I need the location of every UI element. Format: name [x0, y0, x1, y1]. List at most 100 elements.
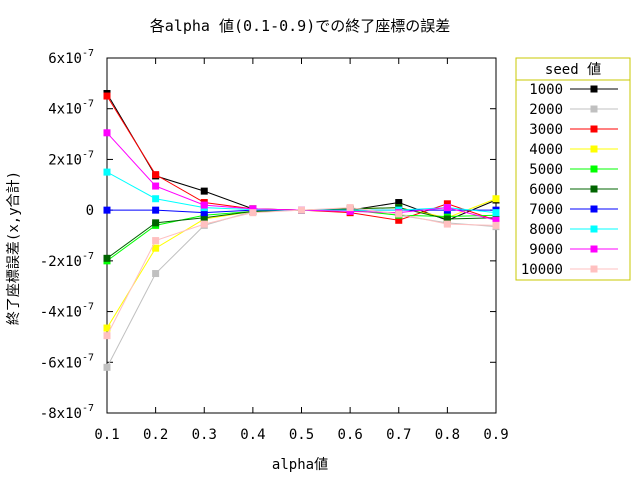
y-tick-base: 2x10	[48, 152, 82, 168]
data-point	[103, 129, 111, 137]
legend-item: 6000	[529, 182, 618, 198]
y-tick-base: 6x10	[48, 51, 82, 67]
y-tick-label: 0	[86, 203, 94, 219]
data-point	[249, 205, 257, 213]
legend-item: 8000	[529, 222, 618, 238]
data-point	[492, 209, 500, 217]
legend-label: 1000	[529, 82, 563, 98]
legend: seed 値 1000 2000 3000 4000 5000 6000 7000 8000 9…	[515, 57, 631, 281]
y-tick-exponent: -7	[82, 302, 94, 313]
y-tick-exponent: -7	[82, 403, 94, 414]
legend-marker	[590, 125, 598, 133]
series-line	[106, 209, 497, 262]
legend-label: 3000	[529, 122, 563, 138]
data-point	[346, 207, 354, 215]
legend-label: 4000	[529, 142, 563, 158]
data-point	[395, 199, 403, 207]
legend-item: 4000	[529, 142, 618, 158]
series-4000	[103, 195, 500, 332]
legend-label: 5000	[529, 162, 563, 178]
series-5000	[103, 206, 500, 265]
y-tick-label: 2x10-7	[48, 149, 94, 168]
data-point	[443, 220, 451, 228]
legend-marker	[590, 265, 598, 273]
data-point	[152, 206, 160, 214]
x-axis-label: alpha値	[272, 457, 328, 473]
data-point	[395, 210, 403, 218]
legend-item: 2000	[529, 102, 618, 118]
data-point	[492, 195, 500, 203]
legend-label: 6000	[529, 182, 563, 198]
series-2000	[103, 205, 500, 371]
legend-label: 2000	[529, 102, 563, 118]
x-tick-label: 0.1	[94, 427, 119, 443]
data-point	[152, 244, 160, 252]
y-tick-base: 0	[86, 203, 94, 219]
y-tick-exponent: -7	[82, 251, 94, 262]
y-tick-label: -2x10-7	[40, 251, 94, 270]
data-point	[152, 270, 160, 278]
data-point	[395, 216, 403, 224]
series-3000	[103, 92, 500, 224]
legend-marker	[590, 245, 598, 253]
y-tick-base: -8x10	[40, 406, 82, 422]
x-tick-label: 0.5	[289, 427, 314, 443]
legend-marker	[590, 185, 598, 193]
y-tick-label: 4x10-7	[48, 99, 94, 118]
legend-marker	[590, 165, 598, 173]
series-1000	[103, 90, 500, 224]
data-point	[249, 209, 257, 217]
data-point	[443, 215, 451, 223]
data-point	[492, 221, 500, 229]
legend-marker	[590, 105, 598, 113]
data-point	[200, 214, 208, 222]
y-tick-exponent: -7	[82, 149, 94, 160]
data-point	[200, 201, 208, 209]
y-tick-exponent: -7	[82, 99, 94, 110]
y-tick-exponent: -7	[82, 48, 94, 59]
data-point	[152, 219, 160, 227]
data-point	[152, 182, 160, 190]
legend-label: 8000	[529, 222, 563, 238]
legend-item: 3000	[529, 122, 618, 138]
y-tick-label: -8x10-7	[40, 403, 94, 422]
data-point	[103, 254, 111, 262]
data-point	[443, 200, 451, 208]
data-point	[152, 171, 160, 179]
legend-label: 9000	[529, 242, 563, 258]
data-point	[200, 187, 208, 195]
y-tick-label: 6x10-7	[48, 48, 94, 67]
legend-marker	[590, 85, 598, 93]
y-tick-base: -6x10	[40, 355, 82, 371]
y-tick-label: -6x10-7	[40, 352, 94, 371]
x-tick-label: 0.7	[386, 427, 411, 443]
data-point	[200, 209, 208, 217]
legend-title: seed 値	[545, 62, 601, 78]
data-point	[103, 206, 111, 214]
plot-frame	[106, 57, 497, 414]
legend-label: 10000	[521, 262, 563, 278]
y-tick-base: -2x10	[40, 254, 82, 270]
series-line	[106, 95, 497, 221]
legend-item: 7000	[529, 202, 618, 218]
data-point	[443, 204, 451, 212]
legend-marker	[590, 205, 598, 213]
data-point	[152, 195, 160, 203]
legend-marker	[590, 225, 598, 233]
series-line	[106, 208, 497, 368]
y-axis-label: 終了座標誤差(x,y合計)	[6, 171, 22, 325]
legend-marker	[590, 145, 598, 153]
data-point	[298, 206, 305, 214]
series-line	[106, 207, 497, 336]
data-point	[103, 324, 111, 332]
legend-label: 7000	[529, 202, 563, 218]
data-point	[103, 168, 111, 176]
plot-border	[106, 57, 497, 414]
legend-item: 1000	[529, 82, 618, 98]
data-point	[103, 363, 111, 371]
data-point	[152, 237, 160, 245]
chart-title: 各alpha 値(0.1-0.9)での終了座標の誤差	[150, 17, 450, 35]
legend-item: 9000	[529, 242, 618, 258]
x-tick-label: 0.2	[143, 427, 168, 443]
